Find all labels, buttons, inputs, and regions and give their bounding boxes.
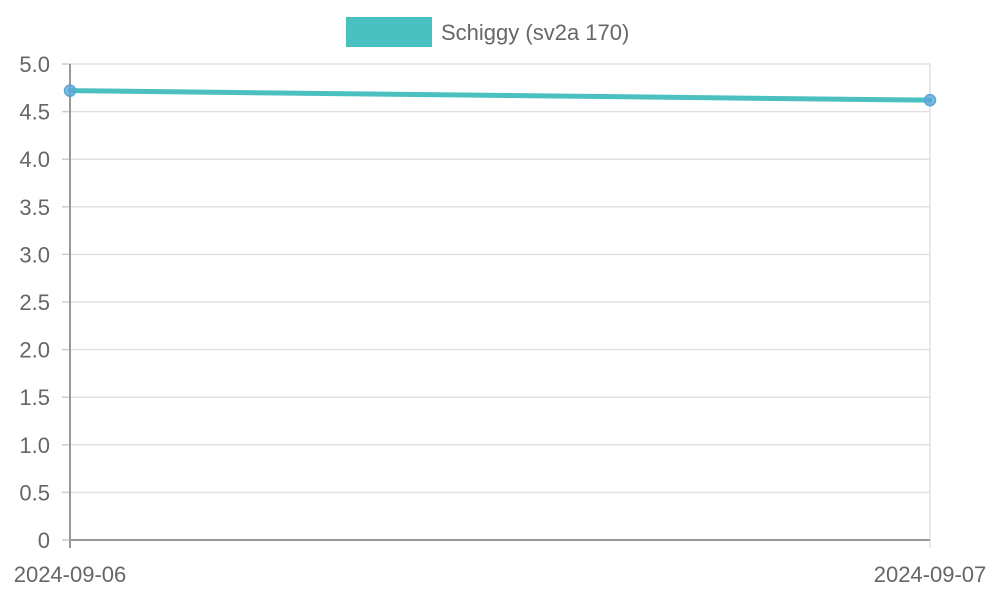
data-point[interactable]	[63, 84, 77, 97]
y-tick-label: 3.5	[19, 195, 50, 220]
y-tick-label: 0.5	[19, 480, 50, 505]
grid	[69, 63, 931, 548]
y-tick-label: 1.0	[19, 433, 50, 458]
axes	[62, 63, 930, 548]
x-tick-labels: 2024-09-06 2024-09-07	[14, 562, 987, 587]
series	[63, 84, 937, 107]
y-tick-label: 3.0	[19, 242, 50, 267]
y-tick-label: 4.5	[19, 100, 50, 125]
series-line	[67, 88, 933, 103]
y-tick-label: 2.0	[19, 338, 50, 363]
x-tick-label: 2024-09-06	[14, 562, 127, 587]
legend-swatch	[346, 17, 432, 47]
y-tick-label: 1.5	[19, 385, 50, 410]
y-tick-label: 5.0	[19, 52, 50, 77]
legend[interactable]: Schiggy (sv2a 170)	[346, 17, 629, 47]
x-tick-label: 2024-09-07	[874, 562, 987, 587]
y-tick-label: 2.5	[19, 290, 50, 315]
y-tick-label: 4.0	[19, 147, 50, 172]
y-tick-labels: 0 0.5 1.0 1.5 2.0 2.5 3.0 3.5 4.0 4.5 5.0	[19, 52, 50, 553]
y-tick-label: 0	[38, 528, 50, 553]
data-point[interactable]	[923, 93, 937, 107]
legend-label: Schiggy (sv2a 170)	[441, 20, 629, 45]
